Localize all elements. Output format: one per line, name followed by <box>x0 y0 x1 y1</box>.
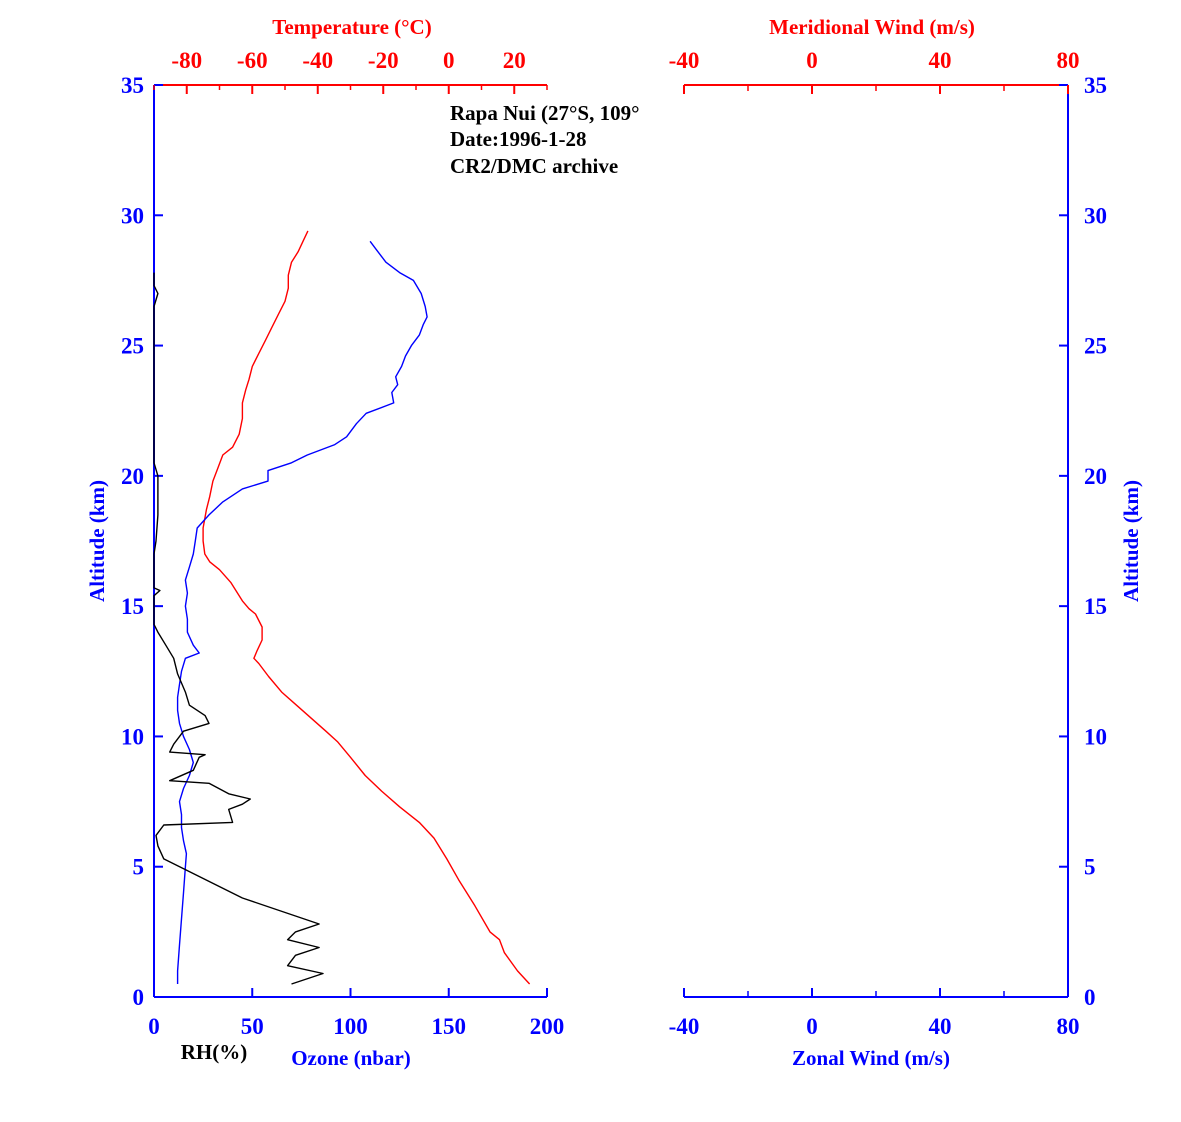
temperature-tick-label: -60 <box>237 48 268 73</box>
meridional-wind-tick-label: -40 <box>669 48 700 73</box>
temperature-tick-label: 20 <box>503 48 526 73</box>
ozone-tick-label: 200 <box>530 1014 565 1039</box>
right-y-tick-label: 15 <box>1084 594 1107 619</box>
meridional-wind-tick-label: 80 <box>1057 48 1080 73</box>
left-top-ticks: -80 -60 -40 -20 0 20 <box>153 48 548 94</box>
zonal-wind-tick-label: -40 <box>669 1014 700 1039</box>
right-panel: 0 5 10 15 20 25 30 35 -40 0 40 80 -40 0 40 80 Meridio… <box>669 15 1143 1070</box>
zonal-wind-axis-title: Zonal Wind (m/s) <box>792 1046 950 1070</box>
left-series <box>153 230 531 985</box>
right-y-tick-label: 10 <box>1084 724 1107 749</box>
temperature-axis-title: Temperature (°C) <box>272 15 431 39</box>
left-y-tick-label: 5 <box>133 855 145 880</box>
temperature-tick-label: -20 <box>368 48 399 73</box>
left-bottom-ticks: 0 50 100 150 200 <box>148 988 564 1039</box>
left-y-ticks: 0 5 10 15 20 25 30 35 <box>121 73 163 1010</box>
zonal-wind-tick-label: 40 <box>929 1014 952 1039</box>
left-y-tick-label: 0 <box>133 985 145 1010</box>
right-y-tick-label: 0 <box>1084 985 1096 1010</box>
left-y-tick-label: 30 <box>121 203 144 228</box>
temperature-tick-label: 0 <box>443 48 455 73</box>
right-y-tick-label: 35 <box>1084 73 1107 98</box>
station-name: Rapa Nui (27°S, 109° <box>450 101 640 125</box>
ozone-tick-label: 0 <box>148 1014 160 1039</box>
right-top-ticks: -40 0 40 80 <box>669 48 1080 94</box>
right-y-tick-label: 25 <box>1084 334 1107 359</box>
meridional-wind-axis-title: Meridional Wind (m/s) <box>769 15 975 39</box>
altitude-axis-title-left: Altitude (km) <box>85 480 109 602</box>
ozone-axis-title: Ozone (nbar) <box>291 1046 411 1070</box>
temperature-profile-line <box>202 230 531 985</box>
meridional-wind-tick-label: 0 <box>806 48 818 73</box>
left-y-tick-label: 25 <box>121 334 144 359</box>
rh-axis-title: RH(%) <box>181 1040 248 1064</box>
left-y-tick-label: 20 <box>121 464 144 489</box>
temperature-tick-label: -80 <box>171 48 202 73</box>
zonal-wind-tick-label: 80 <box>1057 1014 1080 1039</box>
sounding-date: Date:1996-1-28 <box>450 127 586 151</box>
left-y-tick-label: 35 <box>121 73 144 98</box>
ozone-tick-label: 100 <box>333 1014 368 1039</box>
right-y-tick-label: 5 <box>1084 855 1096 880</box>
ozone-tick-label: 150 <box>432 1014 467 1039</box>
ozone-profile-line <box>176 240 428 984</box>
data-archive: CR2/DMC archive <box>450 154 618 178</box>
left-y-tick-label: 15 <box>121 594 144 619</box>
ozone-tick-label: 50 <box>241 1014 264 1039</box>
altitude-axis-title-right: Altitude (km) <box>1119 480 1143 602</box>
rh-profile-line <box>153 272 324 985</box>
right-y-tick-label: 20 <box>1084 464 1107 489</box>
temperature-tick-label: -40 <box>302 48 333 73</box>
zonal-wind-tick-label: 0 <box>806 1014 818 1039</box>
right-y-ticks: 0 5 10 15 20 25 30 35 <box>1059 73 1107 1010</box>
left-y-tick-label: 10 <box>121 724 144 749</box>
right-y-tick-label: 30 <box>1084 203 1107 228</box>
meridional-wind-tick-label: 40 <box>929 48 952 73</box>
right-bottom-ticks: -40 0 40 80 <box>669 988 1080 1039</box>
